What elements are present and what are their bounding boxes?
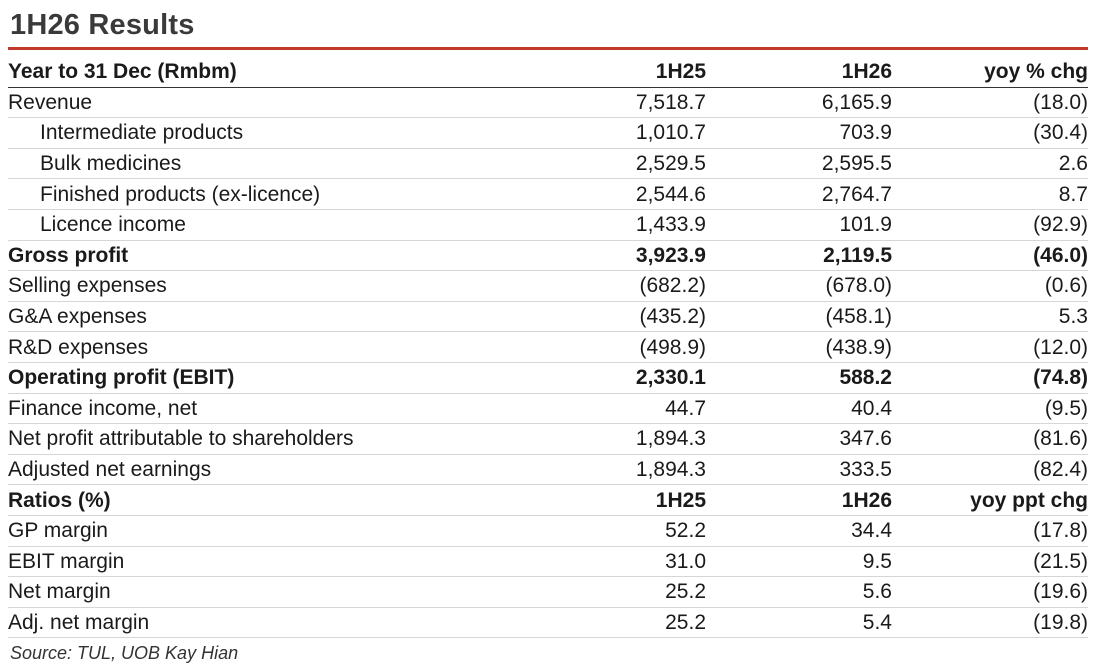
table-row-ebit-margin: EBIT margin 31.0 9.5 (21.5) xyxy=(8,546,1088,578)
table-row-finished-products: Finished products (ex-licence) 2,544.6 2… xyxy=(8,178,1088,210)
cell-1h25: 1,010.7 xyxy=(528,117,706,149)
cell-1h26: 5.6 xyxy=(706,576,892,608)
cell-1h25: 44.7 xyxy=(528,393,706,425)
cell-1h25: 52.2 xyxy=(528,515,706,547)
ratios-header-row: Ratios (%) 1H25 1H26 yoy ppt chg xyxy=(8,484,1088,516)
header-label: Year to 31 Dec (Rmbm) xyxy=(8,57,528,88)
table-row-adjusted-net-earnings: Adjusted net earnings 1,894.3 333.5 (82.… xyxy=(8,454,1088,486)
row-label: Bulk medicines xyxy=(8,148,528,180)
cell-yoy: (30.4) xyxy=(892,117,1088,149)
cell-yoy: 5.3 xyxy=(892,301,1088,333)
row-label: Licence income xyxy=(8,209,528,241)
cell-yoy: (92.9) xyxy=(892,209,1088,241)
row-label: Net margin xyxy=(8,576,528,608)
cell-yoy: (46.0) xyxy=(892,240,1088,272)
cell-1h25: 25.2 xyxy=(528,607,706,639)
row-label: G&A expenses xyxy=(8,301,528,333)
cell-1h25: (498.9) xyxy=(528,331,706,363)
cell-yoy: (21.5) xyxy=(892,546,1088,578)
table-row-revenue: Revenue 7,518.7 6,165.9 (18.0) xyxy=(8,87,1088,119)
cell-1h25: 1,894.3 xyxy=(528,423,706,455)
cell-yoy: (12.0) xyxy=(892,331,1088,363)
cell-yoy: (81.6) xyxy=(892,423,1088,455)
cell-1h25: 2,544.6 xyxy=(528,178,706,210)
row-label: GP margin xyxy=(8,515,528,547)
cell-1h26: 101.9 xyxy=(706,209,892,241)
cell-1h26: 2,764.7 xyxy=(706,178,892,210)
table-row-gp-margin: GP margin 52.2 34.4 (17.8) xyxy=(8,515,1088,547)
cell-yoy: (0.6) xyxy=(892,270,1088,302)
cell-1h25: 25.2 xyxy=(528,576,706,608)
ratios-header-col-yoy: yoy ppt chg xyxy=(892,484,1088,516)
header-col-yoy: yoy % chg xyxy=(892,57,1088,88)
row-label: Finance income, net xyxy=(8,393,528,425)
source-note: Source: TUL, UOB Kay Hian xyxy=(10,643,239,663)
cell-1h26: (438.9) xyxy=(706,331,892,363)
cell-yoy: 8.7 xyxy=(892,178,1088,210)
table-row-intermediate-products: Intermediate products 1,010.7 703.9 (30.… xyxy=(8,117,1088,149)
cell-yoy: (74.8) xyxy=(892,362,1088,394)
cell-yoy: (19.6) xyxy=(892,576,1088,608)
cell-1h26: 2,595.5 xyxy=(706,148,892,180)
cell-1h26: 347.6 xyxy=(706,423,892,455)
cell-1h26: 9.5 xyxy=(706,546,892,578)
row-label: Net profit attributable to shareholders xyxy=(8,423,528,455)
table-row-selling-expenses: Selling expenses (682.2) (678.0) (0.6) xyxy=(8,270,1088,302)
cell-1h25: 1,433.9 xyxy=(528,209,706,241)
table-row-net-margin: Net margin 25.2 5.6 (19.6) xyxy=(8,576,1088,608)
cell-1h25: (435.2) xyxy=(528,301,706,333)
table-row-gross-profit: Gross profit 3,923.9 2,119.5 (46.0) xyxy=(8,240,1088,272)
table-row-rd-expenses: R&D expenses (498.9) (438.9) (12.0) xyxy=(8,331,1088,363)
row-label: EBIT margin xyxy=(8,546,528,578)
row-label: Adjusted net earnings xyxy=(8,454,528,486)
cell-yoy: (9.5) xyxy=(892,393,1088,425)
cell-1h26: 703.9 xyxy=(706,117,892,149)
title-divider xyxy=(8,47,1088,50)
table-row-licence-income: Licence income 1,433.9 101.9 (92.9) xyxy=(8,209,1088,241)
cell-1h26: 5.4 xyxy=(706,607,892,639)
cell-yoy: (19.8) xyxy=(892,607,1088,639)
cell-yoy: (82.4) xyxy=(892,454,1088,486)
cell-yoy: (18.0) xyxy=(892,87,1088,119)
ratios-header-label: Ratios (%) xyxy=(8,484,528,516)
cell-1h26: 588.2 xyxy=(706,362,892,394)
cell-yoy: (17.8) xyxy=(892,515,1088,547)
cell-1h26: (678.0) xyxy=(706,270,892,302)
row-label: Intermediate products xyxy=(8,117,528,149)
cell-1h26: 40.4 xyxy=(706,393,892,425)
cell-1h25: 31.0 xyxy=(528,546,706,578)
cell-1h25: 2,529.5 xyxy=(528,148,706,180)
cell-1h25: 1,894.3 xyxy=(528,454,706,486)
header-col-1h26: 1H26 xyxy=(706,57,892,88)
cell-yoy: 2.6 xyxy=(892,148,1088,180)
row-label: R&D expenses xyxy=(8,331,528,363)
row-label: Operating profit (EBIT) xyxy=(8,362,528,394)
ratios-header-col-1h25: 1H25 xyxy=(528,484,706,516)
page-title: 1H26 Results xyxy=(10,9,195,41)
results-table: Year to 31 Dec (Rmbm) 1H25 1H26 yoy % ch… xyxy=(8,57,1088,639)
table-header-row: Year to 31 Dec (Rmbm) 1H25 1H26 yoy % ch… xyxy=(8,57,1088,88)
table-row-finance-income: Finance income, net 44.7 40.4 (9.5) xyxy=(8,393,1088,425)
header-col-1h25: 1H25 xyxy=(528,57,706,88)
cell-1h26: (458.1) xyxy=(706,301,892,333)
row-label: Finished products (ex-licence) xyxy=(8,178,528,210)
ratios-header-col-1h26: 1H26 xyxy=(706,484,892,516)
table-row-operating-profit: Operating profit (EBIT) 2,330.1 588.2 (7… xyxy=(8,362,1088,394)
cell-1h26: 2,119.5 xyxy=(706,240,892,272)
cell-1h25: (682.2) xyxy=(528,270,706,302)
table-row-adj-net-margin: Adj. net margin 25.2 5.4 (19.8) xyxy=(8,607,1088,639)
table-row-ga-expenses: G&A expenses (435.2) (458.1) 5.3 xyxy=(8,301,1088,333)
row-label: Gross profit xyxy=(8,240,528,272)
cell-1h25: 7,518.7 xyxy=(528,87,706,119)
row-label: Adj. net margin xyxy=(8,607,528,639)
row-label: Revenue xyxy=(8,87,528,119)
cell-1h26: 333.5 xyxy=(706,454,892,486)
table-row-net-profit: Net profit attributable to shareholders … xyxy=(8,423,1088,455)
row-label: Selling expenses xyxy=(8,270,528,302)
cell-1h25: 3,923.9 xyxy=(528,240,706,272)
cell-1h26: 6,165.9 xyxy=(706,87,892,119)
cell-1h25: 2,330.1 xyxy=(528,362,706,394)
table-row-bulk-medicines: Bulk medicines 2,529.5 2,595.5 2.6 xyxy=(8,148,1088,180)
cell-1h26: 34.4 xyxy=(706,515,892,547)
